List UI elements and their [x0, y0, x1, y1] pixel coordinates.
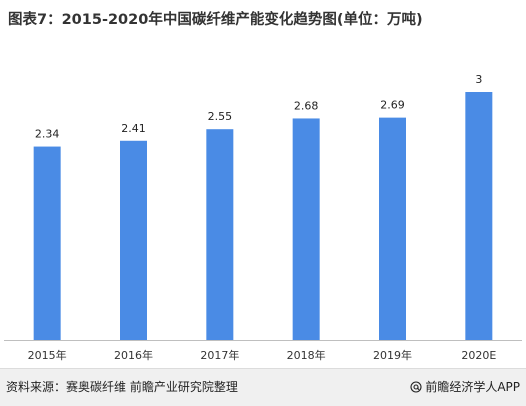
source-note: 资料来源：赛奥碳纤维 前瞻产业研究院整理 — [6, 380, 238, 394]
bar-2 — [206, 129, 234, 340]
x-tick-label-4: 2019年 — [373, 348, 412, 362]
x-tick-label-1: 2016年 — [114, 348, 153, 362]
data-label-4: 2.69 — [380, 99, 405, 112]
x-tick-label-0: 2015年 — [28, 348, 67, 362]
data-label-3: 2.68 — [294, 99, 319, 112]
x-tick-label-3: 2018年 — [287, 348, 326, 362]
at-sign-icon — [410, 380, 422, 393]
data-label-5: 3 — [475, 73, 482, 86]
bar-4 — [379, 117, 406, 340]
bar-5 — [465, 92, 493, 340]
brand-text: 前瞻经济学人APP — [425, 380, 520, 394]
bar-1 — [120, 140, 147, 340]
bar-0 — [33, 146, 61, 340]
bar-chart: 2.34 2015年 2.41 2016年 2.55 2017年 2.68 2018年 2.69… — [4, 73, 522, 362]
data-label-2: 2.55 — [208, 110, 233, 123]
x-tick-label-5: 2020E — [461, 349, 496, 362]
brand-credit: 前瞻经济学人APP — [410, 378, 520, 395]
x-tick-label-2: 2017年 — [200, 348, 239, 362]
bar-3 — [292, 118, 320, 340]
footer: 资料来源：赛奥碳纤维 前瞻产业研究院整理 前瞻经济学人APP — [0, 368, 526, 406]
data-label-1: 2.41 — [121, 122, 146, 135]
chart-title: 图表7：2015-2020年中国碳纤维产能变化趋势图(单位：万吨) — [8, 12, 423, 28]
data-label-0: 2.34 — [35, 128, 60, 141]
